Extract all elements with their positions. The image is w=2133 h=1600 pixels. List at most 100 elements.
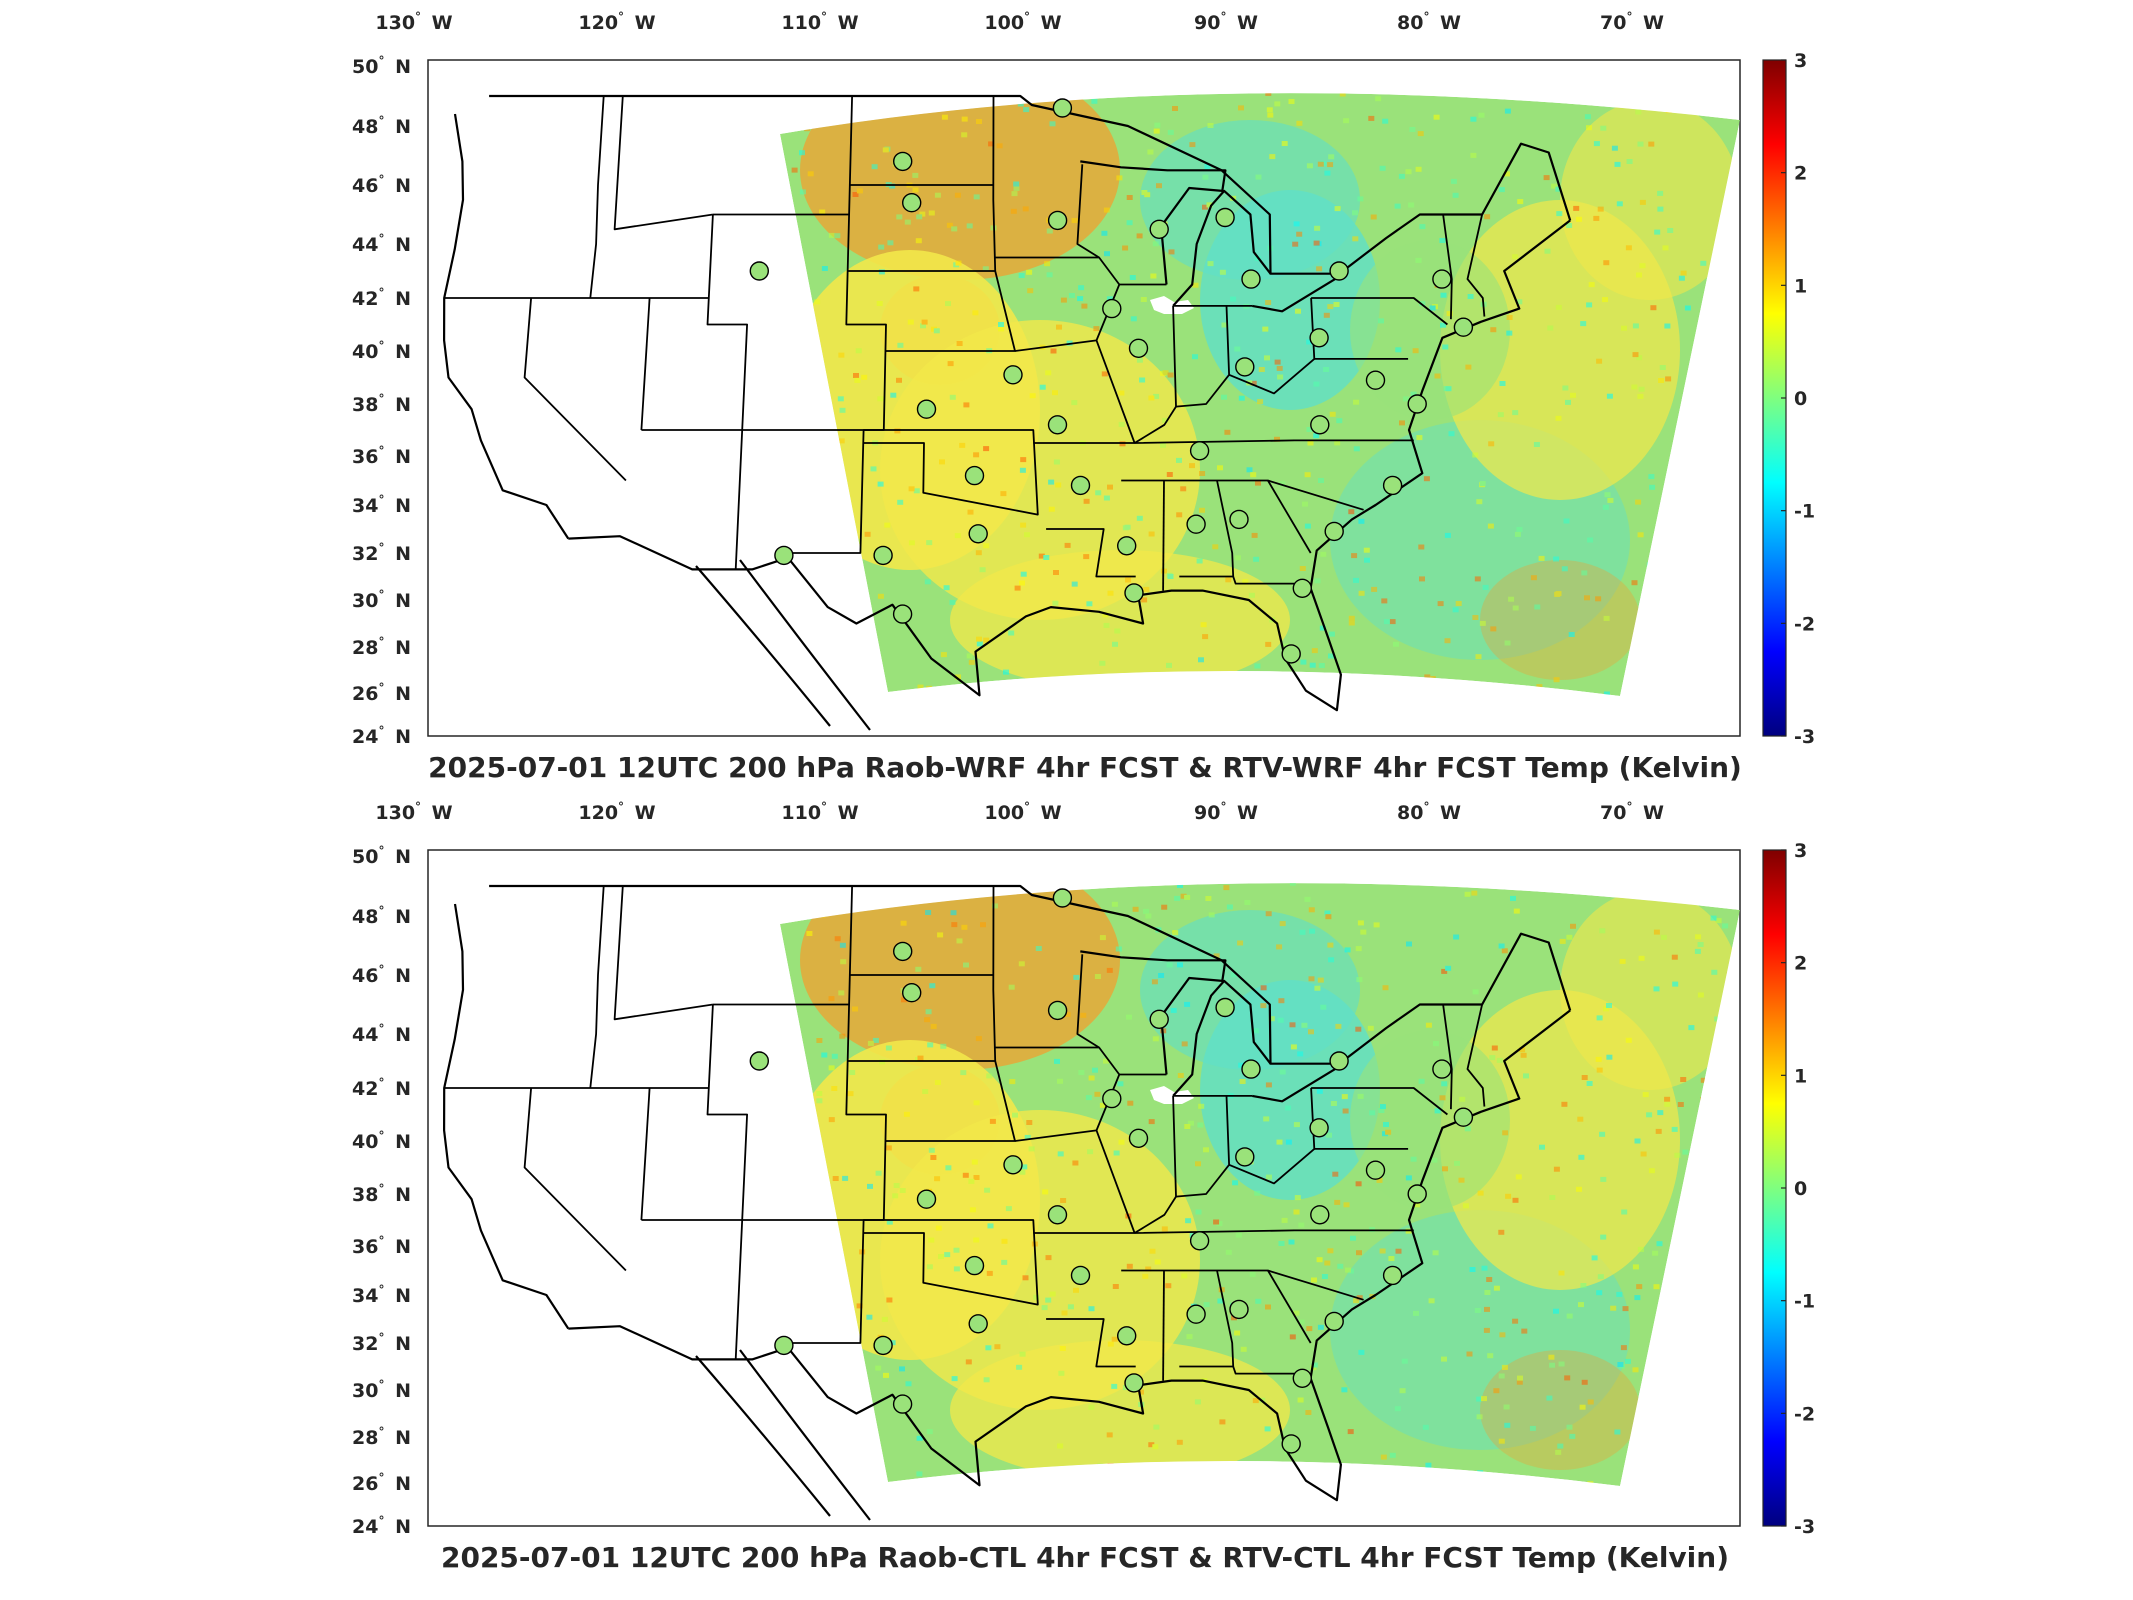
raob-station-marker <box>1329 1051 1349 1071</box>
raob-station-marker <box>902 982 922 1003</box>
state-boundary <box>1162 480 1165 591</box>
raob-station-marker <box>1047 1205 1068 1225</box>
longitude-tick-label: 130° W <box>375 10 452 34</box>
colorbar: 3 2 1 0 -1 -2 -3 <box>1762 50 1815 748</box>
raob-station-marker <box>1047 415 1068 435</box>
state-boundary <box>1179 480 1235 578</box>
raob-station-marker <box>1047 210 1068 231</box>
raob-station-marker <box>1241 269 1261 289</box>
map-boundaries <box>443 884 1572 1521</box>
state-boundary <box>1311 297 1448 326</box>
colorbar-tick-label: 0 <box>1794 1178 1807 1200</box>
state-boundary <box>706 214 748 570</box>
latitude-tick-label: 36° N <box>352 444 411 468</box>
baja-coast <box>695 565 831 727</box>
map-panel-top: 130° W 120° W 110° W 100° W 90° W 80° W 70° W 5… <box>352 10 1815 784</box>
latitude-tick-label: 44° N <box>352 1022 411 1046</box>
great-lakes-shore <box>1080 950 1227 1075</box>
latitude-tick-label: 26° N <box>352 681 411 705</box>
great-lakes-shore <box>1252 1065 1340 1103</box>
map-panel-bottom: 130° W 120° W 110° W 100° W 90° W 80° W 70° W 5… <box>0 790 2133 1590</box>
state-boundary <box>863 1219 1039 1306</box>
colorbar-tick-label: 1 <box>1794 1065 1807 1087</box>
raob-station-marker <box>893 941 913 962</box>
raob-station-marker <box>1128 1128 1149 1148</box>
raob-station-marker <box>1235 1147 1255 1167</box>
latitude-tick-label: 50° N <box>352 54 411 78</box>
raob-station-marker <box>1124 1373 1144 1393</box>
raob-station-marker <box>749 261 769 281</box>
raob-station-marker <box>1324 521 1344 542</box>
state-boundary <box>1267 1270 1312 1344</box>
south-east-coastline <box>568 1009 1571 1502</box>
longitude-tick-label: 100° W <box>984 800 1061 824</box>
latitude-tick-label: 38° N <box>352 392 411 416</box>
raob-station-marker <box>1186 514 1206 534</box>
colorbar: 3 2 1 0 -1 -2 -3 <box>1762 840 1815 1538</box>
mexico-coast <box>739 559 871 731</box>
latitude-tick-label: 32° N <box>352 1331 411 1355</box>
raob-station-marker <box>873 1335 893 1356</box>
raob-station-marker <box>1310 1205 1330 1225</box>
raob-station-marker <box>1281 1434 1301 1454</box>
temperature-difference-field <box>780 93 1740 696</box>
state-boundary <box>1175 1095 1230 1198</box>
raob-station-marker <box>1003 365 1023 385</box>
state-boundary <box>1267 480 1312 554</box>
state-boundary <box>1232 576 1302 585</box>
latitude-tick-label: 48° N <box>352 114 411 138</box>
state-boundary <box>1228 297 1316 395</box>
latitude-tick-label: 28° N <box>352 1425 411 1449</box>
colorbar-tick-label: 3 <box>1794 50 1807 72</box>
state-boundary <box>1076 164 1100 259</box>
latitude-tick-label: 26° N <box>352 1471 411 1495</box>
longitude-tick-label: 90° W <box>1194 800 1258 824</box>
colorbar-tick-label: -1 <box>1794 501 1815 523</box>
map-svg-top: 130° W 120° W 110° W 100° W 90° W 80° W 70° W 5… <box>352 10 1815 784</box>
latitude-ticks: 50° N 48° N 46° N 44° N 42° N 40° N 38° N 36° N… <box>352 54 411 748</box>
raob-station-marker <box>1382 1265 1403 1286</box>
raob-station-marker <box>1189 1231 1210 1251</box>
longitude-tick-label: 110° W <box>781 800 858 824</box>
raob-station-marker <box>916 1189 937 1209</box>
latitude-tick-label: 36° N <box>352 1234 411 1258</box>
raob-station-marker <box>1070 475 1091 496</box>
colorbar-tick-label: -3 <box>1794 726 1815 748</box>
raob-station-marker <box>1407 394 1427 414</box>
latitude-tick-label: 24° N <box>352 1514 411 1538</box>
latitude-tick-label: 30° N <box>352 1378 411 1402</box>
raob-station-marker <box>1310 415 1330 435</box>
baja-coast <box>695 1355 831 1517</box>
west-coastline <box>443 903 570 1330</box>
raob-station-marker <box>1116 1326 1137 1346</box>
latitude-tick-label: 34° N <box>352 1283 411 1307</box>
raob-station-marker <box>1052 888 1073 908</box>
raob-station-marker <box>968 524 988 544</box>
raob-station-marker <box>1365 370 1386 390</box>
longitude-ticks: 130° W 120° W 110° W 100° W 90° W 80° W 70° W <box>375 10 1664 34</box>
colorbar-tick-label: 3 <box>1794 840 1807 862</box>
raob-station-marker <box>1052 98 1073 118</box>
longitude-tick-label: 90° W <box>1194 10 1258 34</box>
latitude-tick-label: 24° N <box>352 724 411 748</box>
longitude-ticks: 130° W 120° W 110° W 100° W 90° W 80° W 70° W <box>375 800 1664 824</box>
raob-station-marker <box>1229 509 1249 530</box>
colorbar-tick-label: 2 <box>1794 163 1807 185</box>
raob-station-marker <box>873 545 893 566</box>
colorbar-tick-label: -2 <box>1794 613 1815 635</box>
raob-station-marker <box>1149 219 1169 240</box>
colorbar-tick-label: -2 <box>1794 1403 1815 1425</box>
latitude-tick-label: 30° N <box>352 588 411 612</box>
raob-stations <box>749 888 1474 1454</box>
state-boundary <box>1046 1318 1136 1368</box>
state-boundary <box>589 885 605 1089</box>
raob-station-marker <box>968 1314 988 1334</box>
raob-station-marker <box>1453 1107 1474 1127</box>
latitude-ticks: 50° N 48° N 46° N 44° N 42° N 40° N 38° N 36° N… <box>352 844 411 1538</box>
latitude-tick-label: 32° N <box>352 541 411 565</box>
raob-station-marker <box>892 604 913 624</box>
colorbar-tick-label: -3 <box>1794 1516 1815 1538</box>
longitude-tick-label: 130° W <box>375 800 452 824</box>
longitude-tick-label: 70° W <box>1600 10 1664 34</box>
map-svg-bottom: 130° W 120° W 110° W 100° W 90° W 80° W 70° W 5… <box>352 800 1815 1574</box>
